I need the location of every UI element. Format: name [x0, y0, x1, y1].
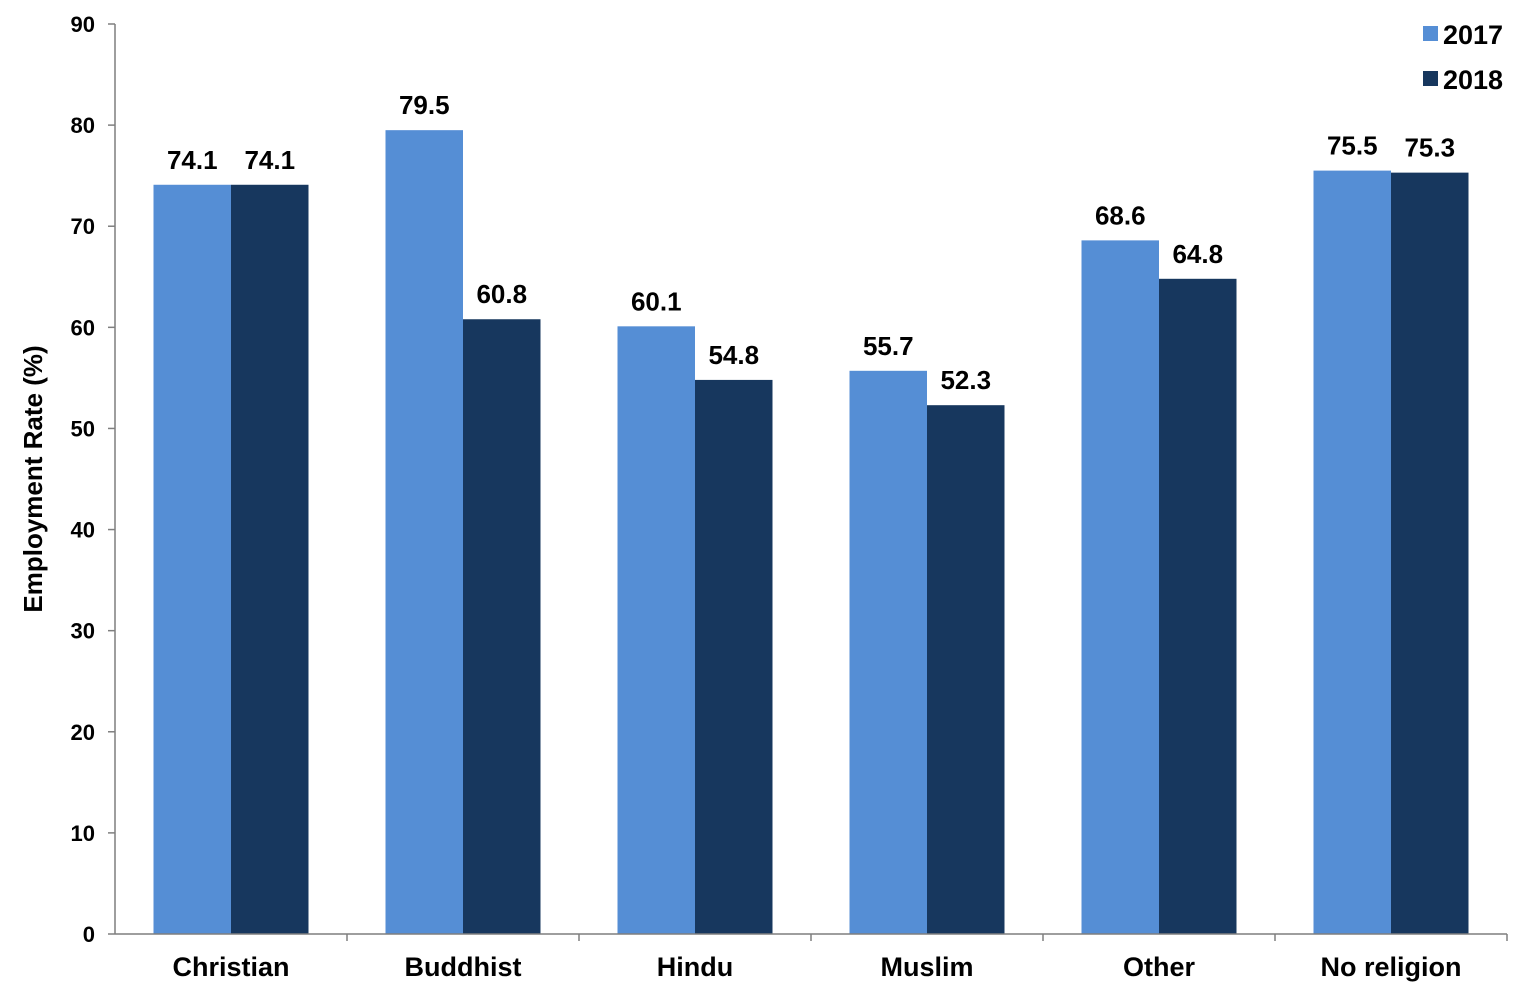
bar-2017-no-religion: [1313, 170, 1391, 935]
data-label: 74.1: [244, 145, 295, 175]
data-label: 79.5: [399, 90, 450, 120]
y-tick-label: 80: [71, 113, 95, 138]
y-tick-label: 90: [71, 12, 95, 37]
bar-2017-other: [1081, 240, 1159, 934]
y-tick-label: 40: [71, 518, 95, 543]
y-tick-label: 0: [83, 922, 95, 947]
bar-2018-christian: [231, 184, 309, 934]
data-label: 60.1: [631, 286, 682, 316]
data-label: 54.8: [708, 340, 759, 370]
legend-label: 2017: [1443, 20, 1503, 50]
y-ticks-group: 0 10 20 30 40 50 60 70 80 90: [71, 12, 115, 947]
legend[interactable]: 2017 2018: [1423, 20, 1503, 95]
legend-swatch: [1423, 71, 1438, 86]
data-label: 75.3: [1404, 133, 1455, 163]
data-label: 60.8: [476, 279, 527, 309]
bar-2017-muslim: [849, 370, 927, 934]
data-label: 55.7: [863, 331, 914, 361]
data-label: 52.3: [940, 365, 991, 395]
data-labels-group: 74.1 74.1 79.5 60.8 60.1 54.8 55.7 52.3 68.6 64.8…: [167, 90, 1455, 395]
bar-2018-buddhist: [463, 319, 541, 934]
bar-2018-no-religion: [1391, 172, 1469, 935]
y-tick-label: 50: [71, 416, 95, 441]
y-tick-label: 30: [71, 619, 95, 644]
x-category-label: Hindu: [657, 952, 733, 982]
data-label: 68.6: [1095, 200, 1146, 230]
x-labels-group: Christian Buddhist Hindu Muslim Other No reli…: [172, 934, 1508, 982]
axes-group: [114, 24, 1507, 935]
x-category-label: No religion: [1321, 952, 1462, 982]
bars-group: [153, 130, 1469, 935]
bar-2018-other: [1159, 278, 1237, 934]
data-label: 75.5: [1327, 131, 1378, 161]
y-tick-label: 10: [71, 821, 95, 846]
bar-2017-buddhist: [385, 130, 463, 934]
bar-2018-hindu: [695, 379, 773, 934]
bar-2017-hindu: [617, 326, 695, 934]
y-tick-label: 20: [71, 720, 95, 745]
legend-label: 2018: [1443, 65, 1503, 95]
x-category-label: Muslim: [880, 952, 973, 982]
x-category-label: Buddhist: [405, 952, 522, 982]
x-category-label: Other: [1123, 952, 1196, 982]
bar-2017-christian: [153, 184, 231, 934]
legend-swatch: [1423, 26, 1438, 41]
y-tick-label: 60: [71, 315, 95, 340]
data-label: 74.1: [167, 145, 218, 175]
x-category-label: Christian: [172, 952, 289, 982]
y-axis-title: Employment Rate (%): [18, 345, 48, 612]
data-label: 64.8: [1172, 239, 1223, 269]
bar-2018-muslim: [927, 405, 1005, 934]
y-tick-label: 70: [71, 214, 95, 239]
